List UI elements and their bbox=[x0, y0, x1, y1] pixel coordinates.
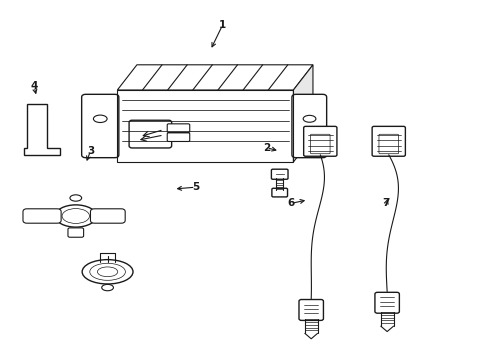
FancyBboxPatch shape bbox=[303, 126, 336, 156]
Ellipse shape bbox=[82, 260, 133, 284]
Ellipse shape bbox=[102, 284, 113, 291]
FancyBboxPatch shape bbox=[81, 94, 119, 158]
FancyBboxPatch shape bbox=[374, 292, 399, 313]
Ellipse shape bbox=[90, 263, 125, 280]
FancyBboxPatch shape bbox=[90, 209, 125, 223]
Ellipse shape bbox=[62, 208, 89, 224]
Text: 5: 5 bbox=[192, 182, 199, 192]
Polygon shape bbox=[24, 104, 60, 155]
FancyBboxPatch shape bbox=[271, 169, 287, 179]
Text: 7: 7 bbox=[382, 198, 389, 208]
Ellipse shape bbox=[55, 205, 96, 227]
FancyBboxPatch shape bbox=[378, 134, 398, 154]
Ellipse shape bbox=[303, 115, 315, 122]
Ellipse shape bbox=[93, 115, 107, 122]
FancyBboxPatch shape bbox=[23, 209, 61, 223]
FancyBboxPatch shape bbox=[310, 134, 329, 154]
FancyBboxPatch shape bbox=[36, 118, 41, 143]
Text: 2: 2 bbox=[263, 143, 269, 153]
FancyBboxPatch shape bbox=[167, 133, 189, 141]
FancyBboxPatch shape bbox=[167, 124, 189, 132]
FancyBboxPatch shape bbox=[68, 228, 83, 237]
Ellipse shape bbox=[70, 195, 81, 201]
FancyBboxPatch shape bbox=[41, 118, 47, 143]
FancyBboxPatch shape bbox=[371, 126, 405, 156]
Text: 6: 6 bbox=[287, 198, 294, 208]
FancyBboxPatch shape bbox=[298, 300, 323, 320]
Polygon shape bbox=[117, 65, 312, 90]
FancyBboxPatch shape bbox=[271, 188, 287, 197]
Text: 1: 1 bbox=[219, 20, 225, 30]
Text: 3: 3 bbox=[87, 146, 94, 156]
FancyBboxPatch shape bbox=[30, 118, 35, 143]
Text: 4: 4 bbox=[30, 81, 38, 91]
Ellipse shape bbox=[97, 267, 118, 277]
Polygon shape bbox=[293, 65, 312, 162]
FancyBboxPatch shape bbox=[129, 120, 171, 148]
FancyBboxPatch shape bbox=[291, 94, 326, 158]
